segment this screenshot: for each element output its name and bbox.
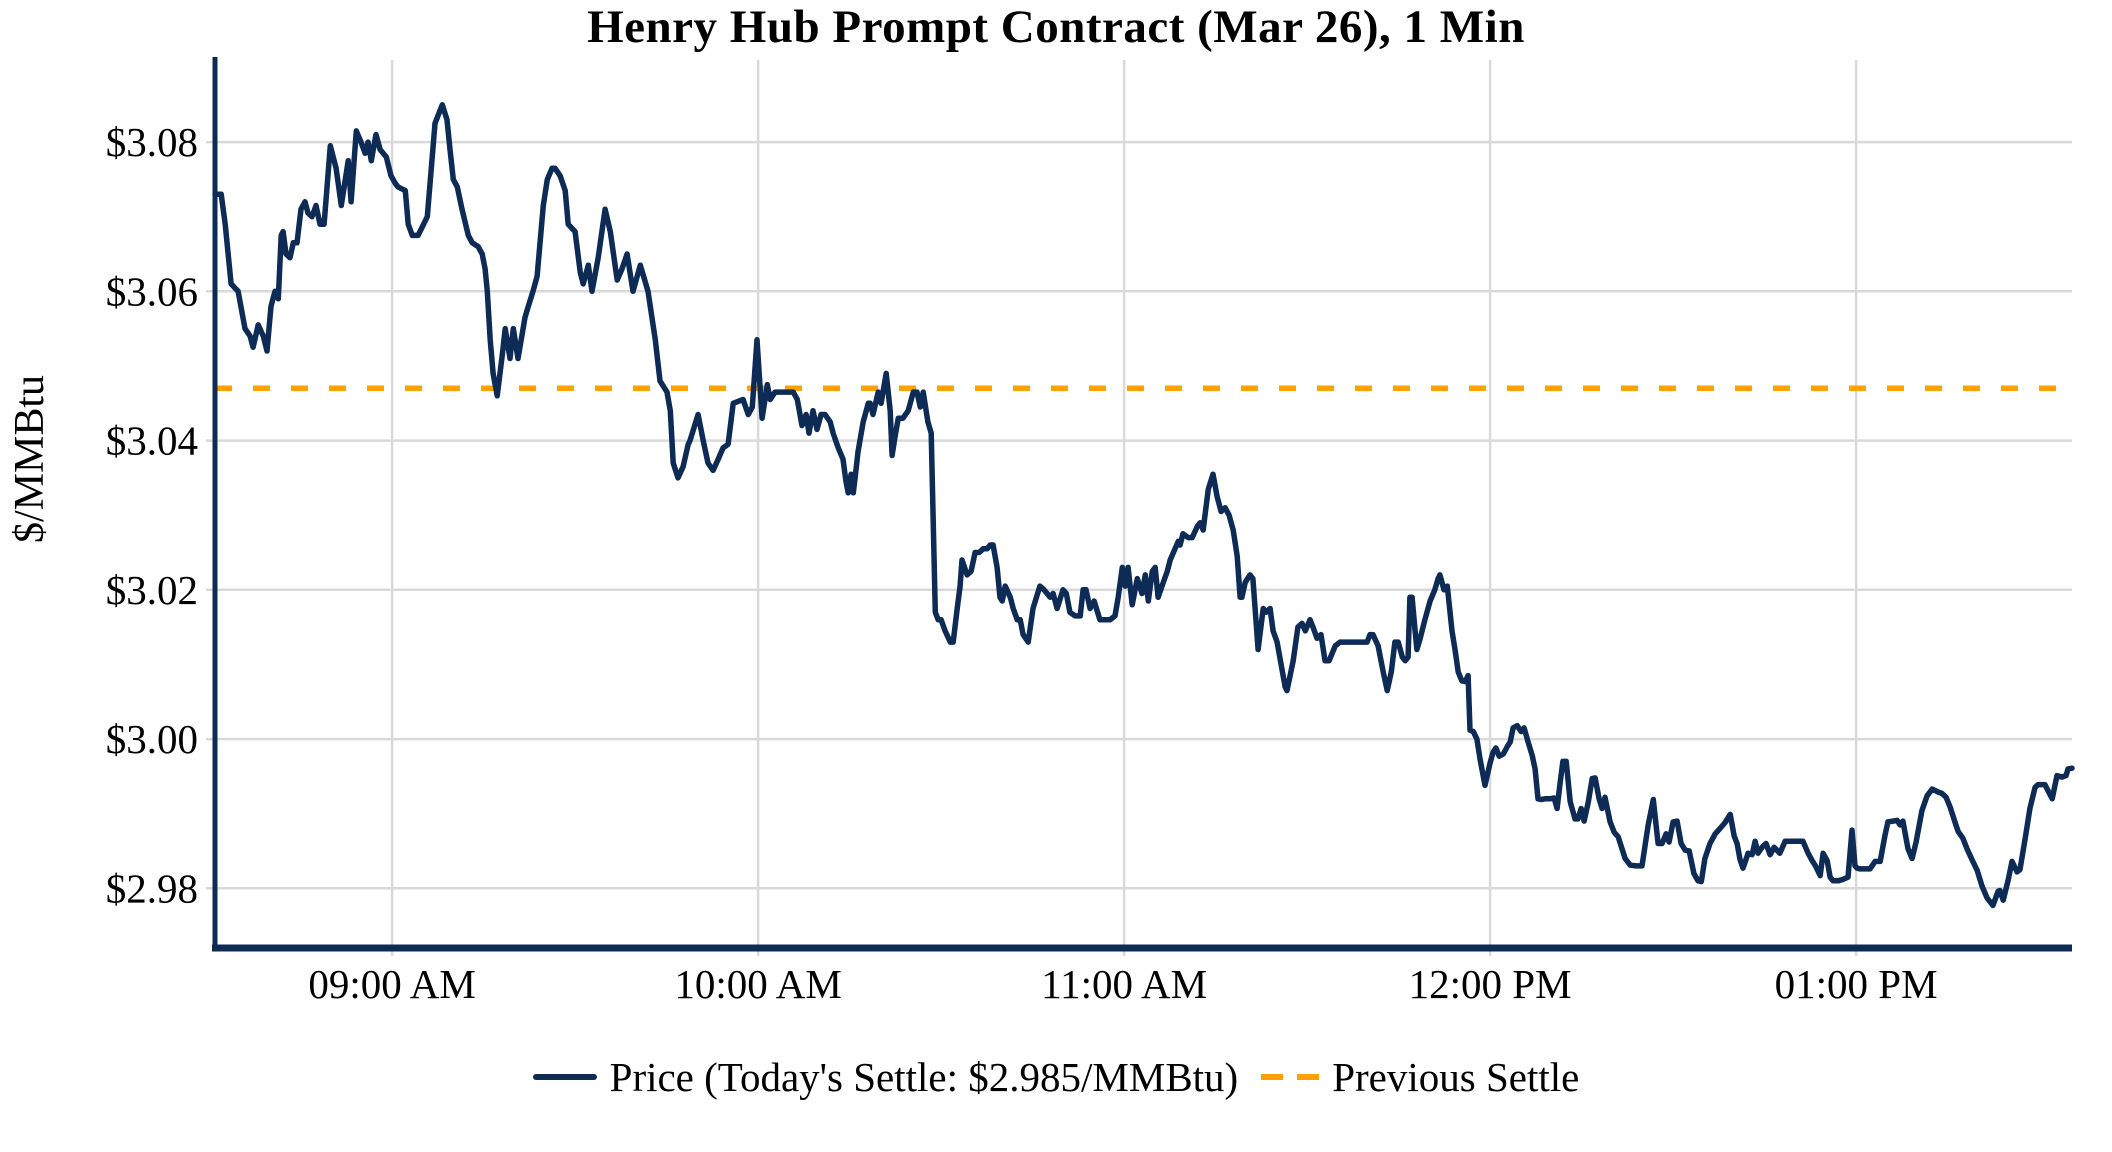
price-legend-label: Price (Today's Settle: $2.985/MMBtu) — [609, 1054, 1239, 1100]
x-tick-label: 09:00 AM — [308, 961, 475, 1007]
y-tick-label: $3.02 — [106, 567, 198, 613]
x-tick-label: 12:00 PM — [1409, 961, 1572, 1007]
y-tick-label: $3.00 — [106, 716, 198, 762]
price-line — [212, 102, 2075, 909]
x-tick-label: 01:00 PM — [1775, 961, 1938, 1007]
y-tick-label: $3.06 — [106, 268, 198, 314]
y-tick-label: $2.98 — [106, 865, 198, 911]
x-tick-label: 11:00 AM — [1041, 961, 1207, 1007]
previous-settle-legend-swatch-icon — [1261, 1074, 1320, 1080]
y-tick-label: $3.08 — [106, 119, 198, 165]
chart-title: Henry Hub Prompt Contract (Mar 26), 1 Mi… — [587, 1, 1525, 53]
previous-settle-legend-label: Previous Settle — [1332, 1054, 1580, 1100]
chart-legend: Price (Today's Settle: $2.985/MMBtu) Pre… — [0, 1053, 2112, 1101]
y-tick-label: $3.04 — [106, 418, 198, 464]
price-legend-swatch-icon — [532, 1074, 597, 1080]
x-tick-label: 10:00 AM — [674, 961, 841, 1007]
